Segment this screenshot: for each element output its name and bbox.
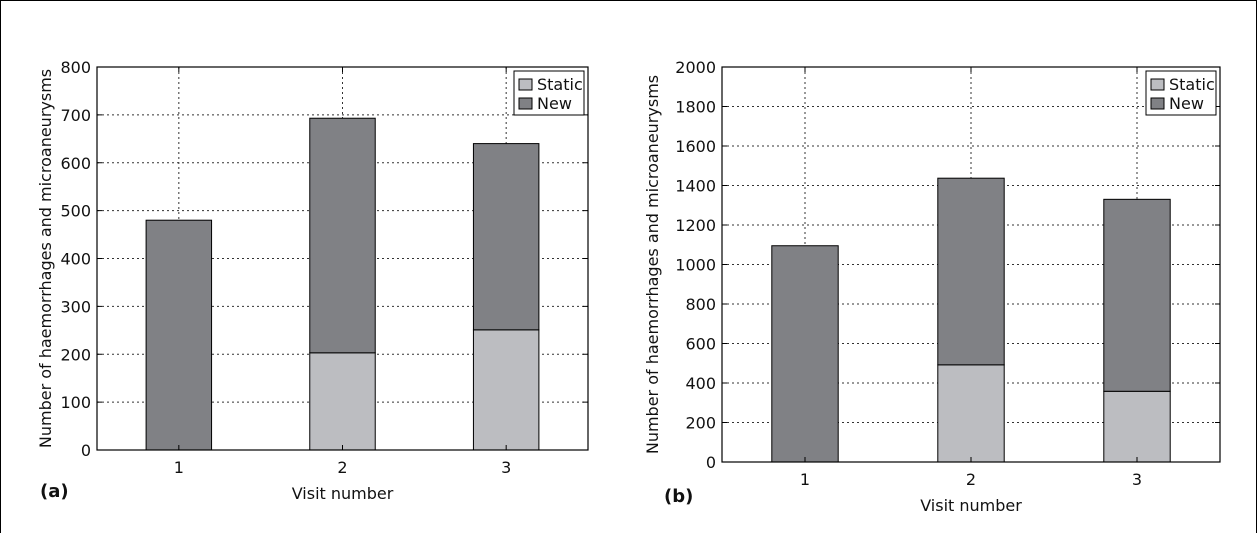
legend-label-static: Static (1169, 75, 1215, 94)
y-tick-label: 400 (685, 374, 716, 393)
y-tick-label: 2000 (675, 58, 716, 77)
panel-label: (a) (40, 481, 69, 502)
bar-new-2 (309, 117, 376, 354)
x-tick-label: 2 (966, 470, 976, 489)
bar-new-2 (937, 177, 1005, 366)
bar-static-2 (937, 364, 1005, 463)
y-tick-label: 600 (60, 154, 91, 173)
y-tick-label: 500 (60, 202, 91, 221)
y-tick-label: 0 (81, 441, 91, 460)
y-tick-label: 300 (60, 297, 91, 316)
chart-b: 0 200 400 600 800 1000 1200 1400 1600 1800 2000 1 2 3… (643, 58, 1221, 515)
bar-static-2 (309, 352, 376, 451)
y-tick-label: 200 (60, 345, 91, 364)
y-tick-label: 0 (706, 453, 716, 472)
x-axis: 1 2 3 (174, 67, 511, 477)
x-axis-label: Visit number (920, 496, 1022, 515)
bar-new-3 (472, 143, 540, 331)
y-tick-label: 1600 (675, 137, 716, 156)
y-tick-label: 1200 (675, 216, 716, 235)
bar-new-3 (1103, 198, 1171, 392)
legend-label-new: New (1169, 94, 1204, 113)
y-tick-label: 700 (60, 106, 91, 125)
bar-static-3 (472, 329, 540, 451)
y-tick-label: 400 (60, 250, 91, 269)
bars (145, 117, 540, 451)
x-tick-label: 3 (501, 458, 511, 477)
legend-label-static: Static (537, 75, 583, 94)
y-tick-label: 600 (685, 335, 716, 354)
legend-swatch-new (1150, 97, 1165, 110)
y-tick-label: 1800 (675, 98, 716, 117)
bar-new-1 (145, 219, 213, 451)
x-tick-label: 2 (337, 458, 347, 477)
legend-label-new: New (537, 94, 572, 113)
y-axis-label: Number of haemorrhages and microaneurysm… (643, 75, 662, 454)
legend-swatch-new (518, 97, 533, 110)
y-tick-label: 1000 (675, 256, 716, 275)
chart-a: 0 100 200 300 400 500 600 700 800 1 2 3 Visit number… (36, 58, 589, 503)
x-tick-label: 3 (1132, 470, 1142, 489)
bar-static-3 (1103, 390, 1171, 463)
x-tick-label: 1 (174, 458, 184, 477)
y-tick-label: 1400 (675, 177, 716, 196)
bars (771, 177, 1171, 463)
x-axis: 1 2 3 (800, 67, 1142, 489)
y-axis-label: Number of haemorrhages and microaneurysm… (36, 69, 55, 448)
x-tick-label: 1 (800, 470, 810, 489)
y-tick-label: 200 (685, 414, 716, 433)
legend-swatch-static (518, 78, 533, 91)
y-axis: 0 200 400 600 800 1000 1200 1400 1600 1800 2000 (675, 58, 1220, 472)
x-axis-label: Visit number (292, 484, 394, 503)
panel-label: (b) (664, 486, 693, 507)
y-axis: 0 100 200 300 400 500 600 700 800 (60, 58, 588, 460)
legend-swatch-static (1150, 78, 1165, 91)
y-tick-label: 800 (60, 58, 91, 77)
bar-new-1 (771, 245, 839, 463)
y-tick-label: 800 (685, 295, 716, 314)
y-tick-label: 100 (60, 393, 91, 412)
